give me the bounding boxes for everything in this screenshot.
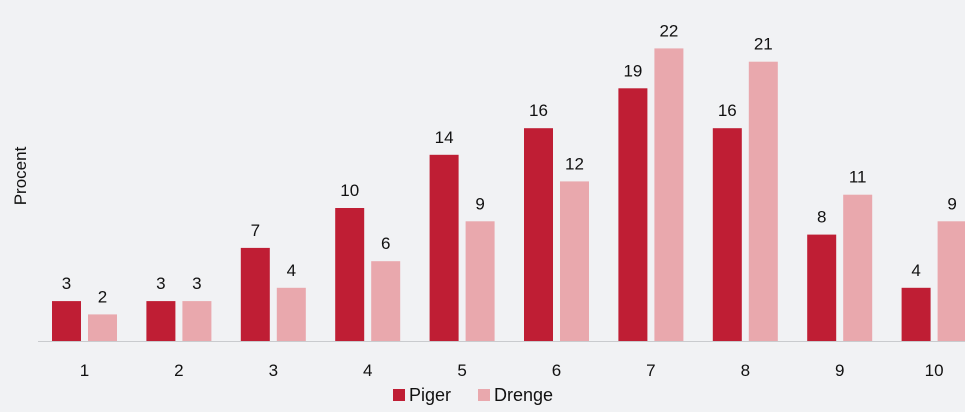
bar-drenge-10 (937, 221, 965, 341)
data-label-drenge-7: 22 (659, 21, 678, 40)
bar-drenge-2 (182, 301, 212, 341)
data-label-drenge-8: 21 (754, 35, 773, 54)
x-tick-label-4: 4 (363, 361, 372, 380)
data-label-piger-5: 14 (435, 128, 454, 147)
bar-piger-9 (807, 234, 837, 341)
data-label-drenge-2: 3 (192, 274, 201, 293)
x-tick-label-9: 9 (835, 361, 844, 380)
data-label-drenge-6: 12 (565, 154, 584, 173)
y-axis-label: Procent (11, 146, 30, 205)
bar-drenge-9 (843, 194, 873, 341)
x-tick-label-8: 8 (741, 361, 750, 380)
legend-label-piger: Piger (409, 385, 451, 405)
bar-drenge-1 (88, 314, 117, 341)
data-label-piger-2: 3 (156, 274, 165, 293)
data-label-drenge-5: 9 (475, 194, 484, 213)
bar-piger-4 (335, 208, 365, 341)
legend-swatch-piger (393, 389, 405, 401)
data-label-piger-7: 19 (623, 61, 642, 80)
bar-piger-8 (712, 128, 742, 341)
bar-drenge-6 (560, 181, 589, 341)
legend-label-drenge: Drenge (494, 385, 553, 405)
x-axis-ticks: 1 2 3 4 5 6 7 8 9 10 (80, 361, 944, 380)
bar-drenge-3 (276, 287, 306, 341)
data-label-drenge-1: 2 (98, 287, 107, 306)
bar-drenge-5 (465, 221, 495, 341)
legend: Piger Drenge (393, 385, 553, 405)
data-label-piger-9: 8 (817, 208, 826, 227)
plot-area: 3 2 3 3 7 4 10 6 14 9 16 12 19 22 16 21 8 11 4 9 (52, 21, 965, 342)
bar-piger-1 (52, 301, 81, 341)
bar-piger-3 (240, 247, 270, 341)
bar-drenge-7 (654, 48, 684, 342)
x-tick-label-1: 1 (80, 361, 89, 380)
bar-piger-2 (146, 301, 176, 341)
legend-swatch-drenge (478, 389, 490, 401)
x-tick-label-2: 2 (174, 361, 183, 380)
bar-drenge-8 (748, 61, 778, 341)
data-label-piger-4: 10 (340, 181, 359, 200)
data-label-piger-6: 16 (529, 101, 548, 120)
bar-piger-10 (901, 287, 931, 341)
bar-drenge-4 (371, 261, 401, 341)
bar-piger-5 (429, 154, 459, 341)
x-tick-label-10: 10 (925, 361, 944, 380)
bar-piger-6 (524, 128, 553, 341)
data-label-piger-10: 4 (911, 261, 920, 280)
x-tick-label-5: 5 (457, 361, 466, 380)
data-label-drenge-9: 11 (849, 168, 867, 187)
data-label-drenge-10: 9 (947, 194, 956, 213)
data-label-piger-3: 7 (251, 221, 260, 240)
x-tick-label-7: 7 (646, 361, 655, 380)
x-tick-label-6: 6 (552, 361, 561, 380)
data-label-piger-1: 3 (62, 274, 71, 293)
data-label-drenge-3: 4 (287, 261, 296, 280)
data-label-piger-8: 16 (718, 101, 737, 120)
data-label-drenge-4: 6 (381, 234, 390, 253)
bar-piger-7 (618, 88, 648, 341)
x-tick-label-3: 3 (269, 361, 278, 380)
